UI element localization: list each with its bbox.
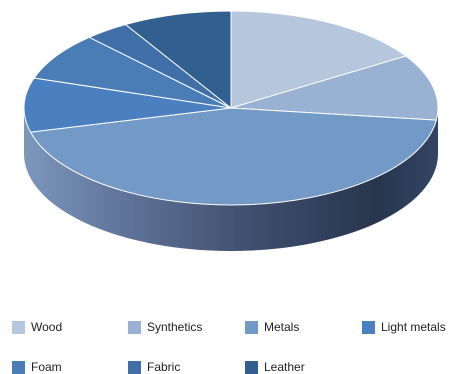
pie-slice-wood (230, 10, 407, 109)
legend-label-foam: Foam (31, 360, 62, 374)
legend-swatch-foam (12, 360, 25, 374)
pie-slice-leather (125, 10, 232, 109)
legend-item-wood: Wood (12, 320, 62, 334)
legend-item-fabric: Fabric (128, 360, 180, 374)
legend-label-metals: Metals (264, 320, 300, 334)
legend-swatch-light-metals (362, 320, 375, 334)
legend-swatch-metals (245, 320, 258, 334)
legend-item-synthetics: Synthetics (128, 320, 202, 334)
legend-label-light-metals: Light metals (381, 320, 446, 334)
legend-item-foam: Foam (12, 360, 62, 374)
pie-side-wall (24, 108, 438, 251)
pie-slice-synthetics (230, 55, 439, 121)
legend-swatch-leather (245, 360, 258, 374)
pie-slice-metals (30, 107, 437, 206)
pie-slices (23, 10, 439, 206)
pie-side-face (24, 108, 438, 251)
legend-item-light-metals: Light metals (362, 320, 446, 334)
legend-label-synthetics: Synthetics (147, 320, 203, 334)
legend-label-wood: Wood (31, 320, 63, 334)
pie-slice-light-metals (23, 77, 232, 133)
pie-slice-foam (33, 36, 232, 109)
legend-swatch-wood (12, 320, 25, 334)
legend-swatch-fabric (128, 360, 141, 374)
legend-label-fabric: Fabric (147, 360, 181, 374)
legend-item-metals: Metals (245, 320, 299, 334)
legend-item-leather: Leather (245, 360, 305, 374)
legend-swatch-synthetics (128, 320, 141, 334)
legend-label-leather: Leather (264, 360, 305, 374)
